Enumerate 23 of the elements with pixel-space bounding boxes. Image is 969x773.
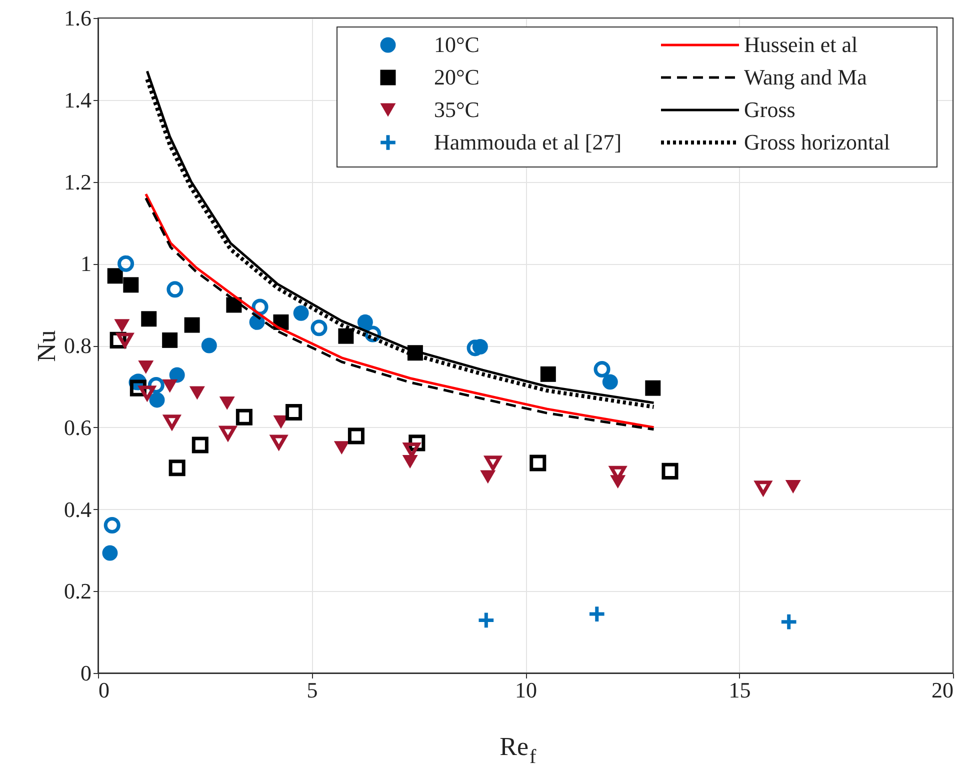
x-tick-label: 5 <box>306 678 318 702</box>
x-tick-label: 15 <box>728 678 751 702</box>
y-tick-label: 0 <box>80 660 92 686</box>
legend-label: Hussein et al <box>744 32 858 57</box>
legend-label: Wang and Ma <box>744 64 868 90</box>
x-tick-label: 10 <box>515 678 537 702</box>
y-tick-label: 1.6 <box>64 6 92 30</box>
y-tick-label: 1 <box>80 251 92 276</box>
y-tick-label: 0.4 <box>64 496 92 522</box>
y-tick-label: 0.8 <box>64 333 92 358</box>
legend-label: Gross <box>744 97 796 122</box>
y-tick-label: 0.6 <box>64 414 92 440</box>
legend-label: Gross horizontal <box>744 130 890 154</box>
legend-label: 10°C <box>434 32 480 57</box>
y-tick-label: 1.4 <box>64 87 92 112</box>
x-tick-label: 0 <box>98 678 110 702</box>
legend-label: 20°C <box>434 64 480 90</box>
y-tick-label: 0.2 <box>64 578 92 604</box>
y-axis-title: Nu <box>32 330 61 362</box>
y-tick-label: 1.2 <box>64 169 92 194</box>
legend-label: Hammouda et al [27] <box>434 130 622 154</box>
legend-label: 35°C <box>434 97 480 122</box>
x-tick-label: 20 <box>932 678 954 702</box>
